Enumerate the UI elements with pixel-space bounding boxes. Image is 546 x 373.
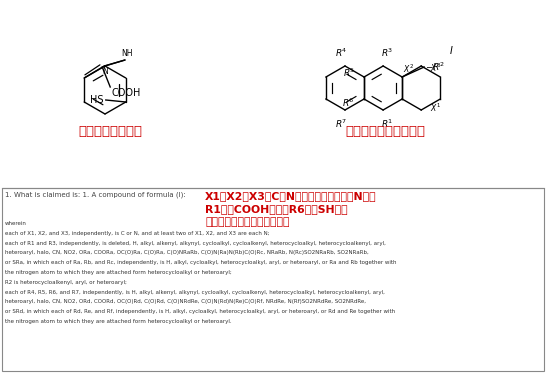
Text: wherein: wherein <box>5 221 27 226</box>
Text: $R^1$: $R^1$ <box>381 118 393 131</box>
Text: the nitrogen atom to which they are attached form heterocycloalkyl or heteroaryl: the nitrogen atom to which they are atta… <box>5 270 232 275</box>
Bar <box>0 0 546 188</box>
Text: $R^7$: $R^7$ <box>335 118 347 131</box>
Text: or SRd, in which each of Rd, Re, and Rf, independently, is H, alkyl, cycloalkyl,: or SRd, in which each of Rd, Re, and Rf,… <box>5 309 395 314</box>
Text: 1. What is claimed is: 1. A compound of formula (I):: 1. What is claimed is: 1. A compound of … <box>5 191 186 197</box>
Text: $-R^2$: $-R^2$ <box>425 61 445 73</box>
Text: R2 is heterocycloalkenyl, aryl, or heteroaryl;: R2 is heterocycloalkenyl, aryl, or heter… <box>5 280 127 285</box>
Text: each of X1, X2, and X3, independently, is C or N, and at least two of X1, X2, an: each of X1, X2, and X3, independently, i… <box>5 231 270 236</box>
Text: $X^1$: $X^1$ <box>430 102 441 115</box>
Text: $R^4$: $R^4$ <box>335 47 347 59</box>
Text: $X^2$: $X^2$ <box>403 63 414 75</box>
Text: $R^3$: $R^3$ <box>381 47 393 59</box>
Text: heteroaryl, halo, CN, NO2, ORa, COORa, OC(O)Ra, C(O)Ra, C(O)NRaRb, C(O)N(Ra)N(Rb: heteroaryl, halo, CN, NO2, ORa, COORa, O… <box>5 250 369 256</box>
Text: N: N <box>102 67 108 76</box>
Text: 设计的目标化合物: 设计的目标化合物 <box>78 125 142 138</box>
Text: NH: NH <box>121 49 133 58</box>
Text: $X^3$: $X^3$ <box>430 62 441 74</box>
Text: 专利原文中保护的结构: 专利原文中保护的结构 <box>345 125 425 138</box>
Text: heteroaryl, halo, CN, NO2, ORd, COORd, OC(O)Rd, C(O)Rd, C(O)NRdRe, C(O)N(Rd)N(Re: heteroaryl, halo, CN, NO2, ORd, COORd, O… <box>5 300 366 304</box>
Text: or SRa, in which each of Ra, Rb, and Rc, independently, is H, alkyl, cycloalkyl,: or SRa, in which each of Ra, Rb, and Rc,… <box>5 260 396 265</box>
Text: R1包括COOH基团，R6包括SH基团: R1包括COOH基团，R6包括SH基团 <box>205 204 348 214</box>
Text: the nitrogen atom to which they are attached form heterocycloalkyl or heteroaryl: the nitrogen atom to which they are atta… <box>5 319 232 324</box>
Text: $R^6$: $R^6$ <box>342 97 355 109</box>
Text: I: I <box>450 46 453 56</box>
Text: COOH: COOH <box>111 88 140 98</box>
Text: each of R4, R5, R6, and R7, independently, is H, alkyl, alkenyl, alkynyl, cycloa: each of R4, R5, R6, and R7, independentl… <box>5 289 385 295</box>
Text: X1，X2，X3为C、N原子，至少有两个是N原子: X1，X2，X3为C、N原子，至少有两个是N原子 <box>205 191 377 201</box>
Text: $R^5$: $R^5$ <box>343 67 355 79</box>
Text: each of R1 and R3, independently, is deleted, H, alkyl, alkenyl, alkynyl, cycloa: each of R1 and R3, independently, is del… <box>5 241 386 245</box>
Bar <box>2 188 544 371</box>
Text: HS: HS <box>90 95 104 105</box>
Text: 保护了我们设计的目标化合物: 保护了我们设计的目标化合物 <box>205 217 289 227</box>
